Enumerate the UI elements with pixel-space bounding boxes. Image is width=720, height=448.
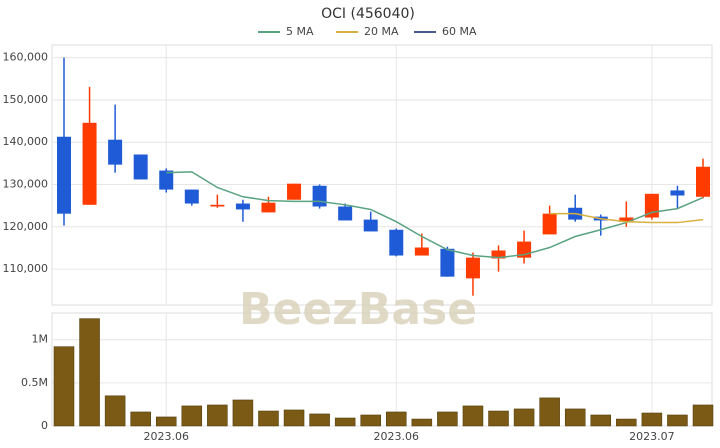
candle-body [465, 257, 480, 279]
volume-bar [79, 318, 100, 427]
candle-body [619, 217, 634, 222]
candle-body [491, 250, 506, 259]
legend-label: 20 MA [364, 25, 399, 38]
y-tick-label: 0.5M [21, 376, 48, 389]
candle-body [312, 185, 327, 207]
ma-line [166, 171, 704, 259]
volume-bar [53, 346, 75, 427]
x-tick-label: 2023.06 [374, 430, 420, 443]
volume-bar [616, 418, 637, 427]
candle-body [235, 203, 250, 210]
candle-body [696, 166, 710, 197]
volume-bar [283, 409, 305, 427]
volume-bar [513, 408, 535, 427]
volume-bar [334, 417, 356, 427]
volume-bar [309, 413, 330, 427]
legend-label: 5 MA [286, 25, 314, 38]
candle-body [363, 219, 378, 232]
y-tick-label: 160,000 [3, 51, 49, 64]
candle-body [159, 170, 174, 190]
candle-body [414, 247, 429, 256]
candle-body [389, 229, 404, 256]
candle-body [108, 139, 123, 165]
volume-bar [411, 418, 433, 427]
volume-bar [488, 410, 509, 427]
y-tick-label: 120,000 [3, 220, 49, 233]
volume-bar [207, 404, 228, 427]
ma-line [549, 212, 704, 224]
volume-bar [258, 410, 279, 427]
volume-bar [437, 411, 458, 427]
candle-body [133, 154, 148, 180]
legend-label: 60 MA [442, 25, 477, 38]
volume-bar [130, 411, 151, 427]
volume-bar [539, 397, 560, 427]
panel-frame [51, 44, 713, 306]
x-tick-label: 2023.07 [629, 430, 675, 443]
y-tick-label: 140,000 [3, 135, 49, 148]
candle-body [440, 248, 455, 277]
y-tick-label: 1M [32, 333, 49, 346]
volume-bar [462, 405, 484, 427]
candle-body [210, 204, 225, 207]
volume-bar [692, 404, 714, 427]
y-tick-label: 110,000 [3, 262, 49, 275]
candle-body [287, 183, 302, 200]
volume-bar [104, 395, 126, 427]
volume-bar [360, 414, 381, 427]
volume-bar [641, 412, 663, 427]
candle-body [184, 189, 199, 204]
candle-body [670, 190, 685, 196]
x-tick-label: 2023.06 [143, 430, 189, 443]
volume-bar [667, 414, 688, 427]
volume-bar [564, 408, 586, 427]
volume-bar [590, 414, 612, 427]
candle-body [82, 122, 97, 205]
watermark: BeezBase [239, 284, 477, 335]
volume-bar [181, 405, 203, 427]
y-tick-label: 150,000 [3, 93, 49, 106]
volume-bar [155, 416, 177, 427]
candle-body [57, 136, 71, 214]
volume-bar [232, 399, 254, 427]
y-tick-label: 130,000 [3, 178, 49, 191]
y-tick-label: 0 [41, 419, 48, 432]
candle-body [542, 213, 557, 235]
candle-body [338, 206, 353, 221]
volume-bar [386, 411, 407, 427]
candle-body [261, 202, 276, 213]
chart-title: OCI (456040) [321, 6, 415, 22]
